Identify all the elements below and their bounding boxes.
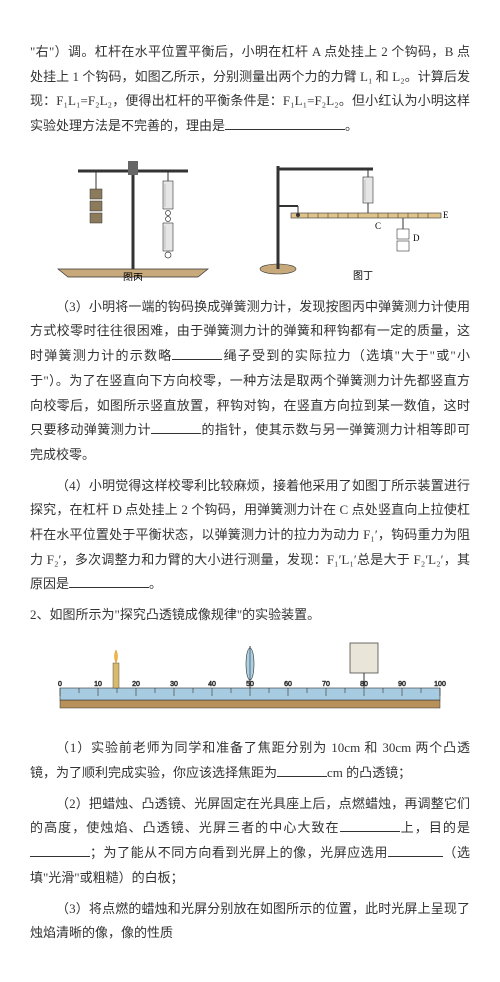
- fig-bing-label: 图丙: [123, 272, 143, 281]
- q2-2-mid: 上，目的是: [400, 820, 470, 835]
- q2-2-blank2[interactable]: [30, 843, 90, 857]
- q2-2: （2）把蜡烛、凸透镜、光屏固定在光具座上后，点燃蜡烛，再调整它们的高度，使烛焰、…: [30, 792, 470, 891]
- figure-row-1: 图丙 C E D: [30, 151, 470, 281]
- q2-2-tail: ；为了能从不同方向看到光屏上的像，光屏应选用: [90, 845, 388, 860]
- q2-1-tail: cm 的凸透镜；: [327, 765, 411, 780]
- svg-text:70: 70: [322, 681, 330, 688]
- p1-blank[interactable]: [225, 116, 345, 130]
- para-4: （4）小明觉得这样校零利比较麻烦，接着他采用了如图丁所示装置进行探究，在杠杆 D…: [30, 474, 470, 597]
- figure-bing: 图丙: [48, 151, 218, 281]
- q2-1: （1）实验前老师为同学和准备了焦距分别为 10cm 和 30cm 两个凸透镜，为…: [30, 736, 470, 785]
- q2-heading: 2、如图所示为"探究凸透镜成像规律"的实验装置。: [30, 603, 470, 628]
- svg-text:90: 90: [398, 681, 406, 688]
- para-1: "右"）调。杠杆在水平位置平衡后，小明在杠杆 A 点处挂上 2 个钩码，B 点处…: [30, 40, 470, 139]
- candle-icon: [113, 650, 119, 688]
- p3-blank1[interactable]: [172, 346, 222, 360]
- q2-1-blank[interactable]: [277, 763, 327, 777]
- svg-text:60: 60: [284, 681, 292, 688]
- p4-blank[interactable]: [69, 574, 149, 588]
- p3-blank2[interactable]: [151, 420, 201, 434]
- svg-text:100: 100: [434, 681, 446, 688]
- svg-text:20: 20: [132, 681, 140, 688]
- svg-text:30: 30: [170, 681, 178, 688]
- svg-text:10: 10: [94, 681, 102, 688]
- label-d: D: [413, 233, 420, 243]
- q2-3-text: （3）将点燃的蜡烛和光屏分别放在如图所示的位置，此时光屏上呈现了烛焰清晰的像，像…: [30, 901, 470, 941]
- q2-2-blank1[interactable]: [340, 818, 400, 832]
- svg-text:40: 40: [208, 681, 216, 688]
- screen-icon: [350, 643, 378, 688]
- fig-ding-label: 图丁: [353, 270, 373, 281]
- label-e: E: [443, 210, 449, 220]
- q2-num: 2、: [30, 607, 50, 622]
- para-3: （3）小明将一端的钩码换成弹簧测力计，发现按图丙中弹簧测力计使用方式校零时往往很…: [30, 295, 470, 468]
- optical-bench-figure: 0 10 20 30 40 50 60 70 80 90 100: [30, 638, 470, 727]
- figure-ding: C E D 图丁: [253, 151, 453, 281]
- label-c: C: [375, 221, 381, 231]
- q2-3: （3）将点燃的蜡烛和光屏分别放在如图所示的位置，此时光屏上呈现了烛焰清晰的像，像…: [30, 897, 470, 946]
- q2-2-blank3[interactable]: [388, 843, 443, 857]
- q2-text: 如图所示为"探究凸透镜成像规律"的实验装置。: [50, 607, 321, 622]
- svg-text:0: 0: [58, 681, 62, 688]
